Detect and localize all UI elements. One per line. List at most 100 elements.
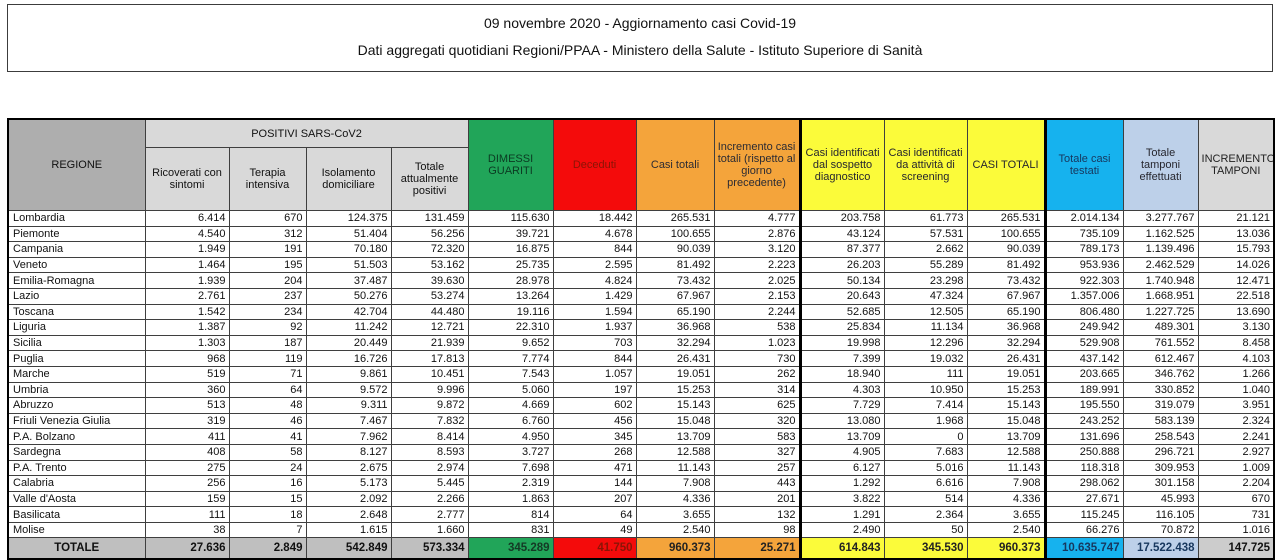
cell-sospetto-diagnostico: 13.709 [798,428,885,445]
cell-isolamento-domiciliare: 20.449 [305,334,392,352]
cell-isolamento-domiciliare: 51.503 [305,256,392,274]
total-dimessi-guariti: 345.289 [467,537,554,560]
cell-incremento-tamponi: 13.036 [1197,225,1275,243]
cell-dimessi-guariti: 25.735 [467,256,554,274]
col-header-ricoverati-con-sintomi: Ricoverati con sintomi [144,147,230,211]
cell-dimessi-guariti: 4.669 [467,397,554,414]
cell-screening: 7.683 [883,443,968,461]
cell-screening: 50 [883,521,968,539]
region-name: P.A. Trento [7,459,146,477]
cell-dimessi-guariti: 3.727 [467,443,554,461]
region-name: Calabria [7,475,146,492]
cell-totale-attualmente-positivi: 10.451 [390,365,469,383]
total-totale-casi-testati: 10.635.747 [1043,537,1124,560]
table-row: Umbria 360 64 9.572 9.996 5.060 197 15.253 314 4.… [7,381,1275,399]
table-row: Campania 1.949 191 70.180 72.320 16.875 844 90.… [7,241,1275,258]
cell-incremento-casi-totali: 98 [713,521,801,539]
cell-deceduti: 64 [552,506,637,523]
cell-deceduti: 602 [552,397,637,414]
cell-ricoverati-con-sintomi: 319 [144,412,230,430]
cell-incremento-casi-totali: 2.153 [713,287,801,305]
cell-sospetto-diagnostico: 6.127 [798,459,885,477]
table-row: P.A. Bolzano 411 41 7.962 8.414 4.950 345 13.70… [7,428,1275,445]
cell-totale-attualmente-positivi: 131.459 [390,210,469,227]
table-row: Puglia 968 119 16.726 17.813 7.774 844 26.431 73… [7,350,1275,367]
cell-totale-casi-testati: 806.480 [1043,303,1124,321]
cell-ricoverati-con-sintomi: 4.540 [144,225,230,243]
region-name: Campania [7,241,146,258]
cell-ricoverati-con-sintomi: 1.387 [144,319,230,336]
total-incremento-tamponi: 147.725 [1197,537,1275,560]
cell-totale-casi-testati: 529.908 [1043,334,1124,352]
cell-totale-attualmente-positivi: 21.939 [390,334,469,352]
cell-ricoverati-con-sintomi: 1.542 [144,303,230,321]
cell-screening: 12.505 [883,303,968,321]
cell-incremento-casi-totali: 320 [713,412,801,430]
table-header: REGIONE POSITIVI SARS-CoV2 DIMESSI GUARI… [7,118,1275,211]
cell-terapia-intensiva: 7 [228,521,307,539]
cell-dimessi-guariti: 7.543 [467,365,554,383]
cell-ricoverati-con-sintomi: 6.414 [144,210,230,227]
cell-deceduti: 144 [552,475,637,492]
cell-totale-attualmente-positivi: 39.630 [390,272,469,289]
cell-terapia-intensiva: 312 [228,225,307,243]
cell-screening: 19.032 [883,350,968,367]
table-row: Veneto 1.464 195 51.503 53.162 25.735 2.595 81.… [7,256,1275,274]
cell-casi-totali: 90.039 [635,241,715,258]
cell-ricoverati-con-sintomi: 360 [144,381,230,399]
cell-casi-totali-complessivi: 26.431 [966,350,1046,367]
cell-totale-attualmente-positivi: 53.274 [390,287,469,305]
cell-sospetto-diagnostico: 203.758 [798,210,885,227]
cell-incremento-casi-totali: 443 [713,475,801,492]
cell-totale-tamponi: 1.227.725 [1122,303,1199,321]
cell-isolamento-domiciliare: 7.962 [305,428,392,445]
cell-totale-tamponi: 258.543 [1122,428,1199,445]
cell-totale-tamponi: 319.079 [1122,397,1199,414]
region-name: Veneto [7,256,146,274]
cell-totale-casi-testati: 27.671 [1043,490,1124,508]
cell-screening: 1.968 [883,412,968,430]
cell-ricoverati-con-sintomi: 38 [144,521,230,539]
region-name: Friuli Venezia Giulia [7,412,146,430]
table-row: Calabria 256 16 5.173 5.445 2.319 144 7.908 443 1… [7,475,1275,492]
cell-totale-casi-testati: 298.062 [1043,475,1124,492]
cell-screening: 23.298 [883,272,968,289]
cell-totale-tamponi: 3.277.767 [1122,210,1199,227]
cell-dimessi-guariti: 39.721 [467,225,554,243]
cell-ricoverati-con-sintomi: 159 [144,490,230,508]
cell-incremento-casi-totali: 625 [713,397,801,414]
total-totale-tamponi: 17.522.438 [1122,537,1199,560]
cell-casi-totali: 2.540 [635,521,715,539]
cell-terapia-intensiva: 670 [228,210,307,227]
cell-deceduti: 345 [552,428,637,445]
report-title-box: 09 novembre 2020 - Aggiornamento casi Co… [7,4,1273,72]
cell-totale-attualmente-positivi: 8.593 [390,443,469,461]
cell-ricoverati-con-sintomi: 513 [144,397,230,414]
cell-totale-tamponi: 346.762 [1122,365,1199,383]
region-name: Toscana [7,303,146,321]
cell-casi-totali-complessivi: 32.294 [966,334,1046,352]
cell-deceduti: 471 [552,459,637,477]
cell-totale-tamponi: 45.993 [1122,490,1199,508]
cell-totale-casi-testati: 735.109 [1043,225,1124,243]
cell-sospetto-diagnostico: 4.905 [798,443,885,461]
cell-screening: 10.950 [883,381,968,399]
cell-totale-tamponi: 1.668.951 [1122,287,1199,305]
cell-dimessi-guariti: 2.319 [467,475,554,492]
cell-screening: 47.324 [883,287,968,305]
region-name: Sicilia [7,334,146,352]
total-totale-attualmente-positivi: 573.334 [390,537,469,560]
col-header-totale-attualmente-positivi: Totale attualmente positivi [390,147,469,211]
cell-deceduti: 1.057 [552,365,637,383]
cell-incremento-casi-totali: 730 [713,350,801,367]
cell-terapia-intensiva: 237 [228,287,307,305]
cell-dimessi-guariti: 16.875 [467,241,554,258]
cell-totale-casi-testati: 189.991 [1043,381,1124,399]
cell-screening: 57.531 [883,225,968,243]
cell-incremento-tamponi: 1.040 [1197,381,1275,399]
cell-casi-totali: 32.294 [635,334,715,352]
cell-casi-totali-complessivi: 90.039 [966,241,1046,258]
cell-totale-tamponi: 583.139 [1122,412,1199,430]
cell-casi-totali: 4.336 [635,490,715,508]
cell-casi-totali-complessivi: 36.968 [966,319,1046,336]
